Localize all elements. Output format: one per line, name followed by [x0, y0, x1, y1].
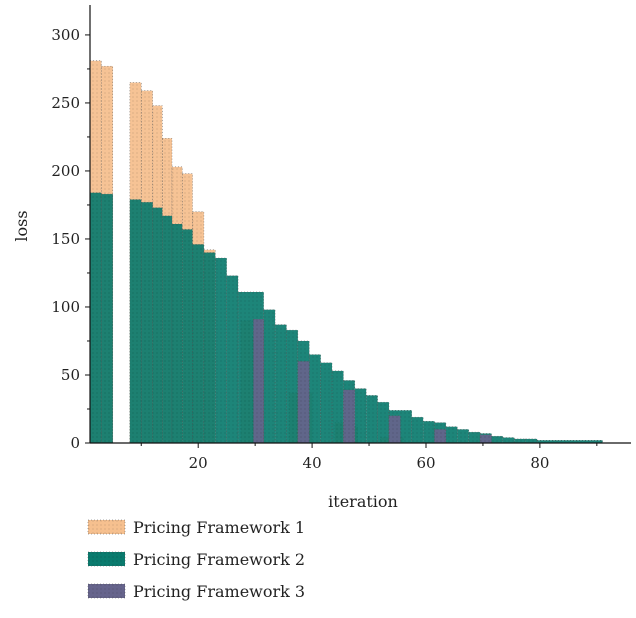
bar-texture [354, 388, 367, 444]
legend: Pricing Framework 1 Pricing Framework 2 Pr… [87, 518, 305, 601]
bar-texture [377, 401, 390, 444]
bar-texture [468, 431, 481, 444]
y-tick-label: 0 [70, 434, 80, 452]
bar-texture [514, 438, 526, 444]
bars-layer [89, 60, 603, 444]
legend-swatch-texture [87, 583, 126, 599]
bar-texture [152, 207, 163, 444]
x-axis-title: iteration [328, 492, 398, 511]
y-tick-label: 50 [61, 366, 80, 384]
bar-texture [129, 199, 142, 444]
legend-label: Pricing Framework 2 [133, 550, 305, 569]
x-tick-label: 20 [189, 454, 208, 472]
bar-texture [388, 415, 401, 444]
x-tick-label: 80 [530, 454, 549, 472]
y-tick-label: 200 [51, 162, 80, 180]
bar-texture [101, 193, 114, 444]
bar-texture [253, 318, 264, 444]
legend-item-1: Pricing Framework 1 [87, 518, 305, 537]
bar-texture [502, 437, 515, 444]
legend-swatch-texture [87, 519, 126, 535]
bar-texture [331, 370, 344, 444]
bar-texture [141, 201, 153, 444]
y-tick-label: 150 [51, 230, 80, 248]
bar-texture [162, 215, 173, 444]
bar-texture [343, 389, 356, 444]
bar-texture [365, 395, 378, 444]
series-2 [89, 192, 603, 444]
bar-texture [457, 429, 469, 444]
bar-texture [320, 362, 333, 444]
legend-label: Pricing Framework 3 [133, 582, 305, 601]
bar-texture [263, 309, 276, 444]
bar-texture [309, 354, 321, 444]
bar-texture [286, 329, 299, 444]
legend-item-2: Pricing Framework 2 [87, 550, 305, 569]
bar-texture [445, 426, 458, 444]
y-tick-label: 300 [51, 26, 80, 44]
bar-texture [89, 192, 102, 444]
bar-texture [434, 429, 447, 444]
bar-texture [411, 416, 424, 444]
y-tick-label: 250 [51, 94, 80, 112]
bar-texture [479, 434, 492, 444]
bar-texture [274, 324, 287, 444]
x-tick-label: 60 [416, 454, 435, 472]
bar-texture [226, 275, 239, 444]
legend-swatch-texture [87, 551, 126, 567]
bar-texture [215, 257, 227, 444]
bar-texture [171, 223, 183, 444]
x-tick-label: 40 [303, 454, 322, 472]
bar-texture [491, 435, 504, 444]
y-tick-label: 100 [51, 298, 80, 316]
bar-texture [182, 229, 193, 444]
bar-texture [203, 252, 216, 444]
y-axis-title: loss [12, 210, 31, 241]
bar-texture [192, 244, 205, 444]
bar-texture [422, 420, 435, 444]
legend-label: Pricing Framework 1 [133, 518, 305, 537]
series-3 [253, 318, 492, 444]
bar-texture [297, 361, 310, 444]
bar-texture [525, 438, 538, 444]
legend-item-3: Pricing Framework 3 [87, 582, 305, 601]
bar-texture [536, 440, 603, 444]
axes-layer: 0 50 100 150 200 250 300 20 40 60 80 [51, 5, 631, 472]
